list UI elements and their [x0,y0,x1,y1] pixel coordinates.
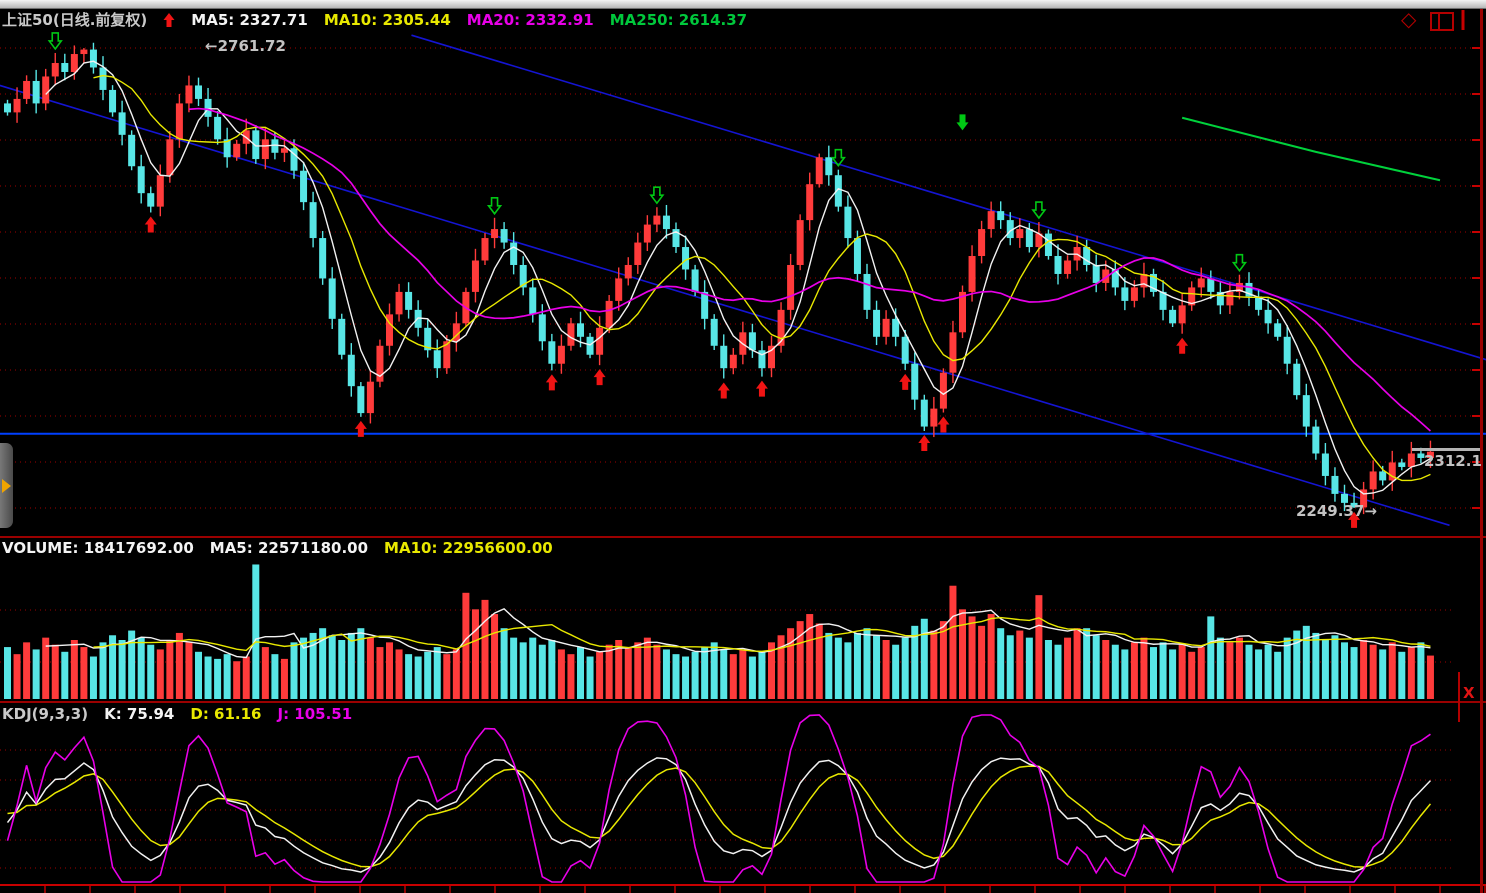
diamond-tool-icon[interactable]: ◇ [1401,7,1417,31]
kdj-k-legend: K: 75.94 [104,705,175,723]
volume-ma5-legend: MA5: 22571180.00 [209,539,369,557]
kdj-d-legend: D: 61.16 [190,705,262,723]
window-top-strip [0,0,1486,9]
peak-price-label: ←2761.72 [205,37,286,55]
split-window-divider [1438,14,1440,29]
kdj-name-label: KDJ(9,3,3) [2,705,89,723]
volume-pane[interactable] [0,538,1486,701]
sidebar-expand-handle[interactable] [0,443,13,528]
chart-title: 上证50(日线.前复权) [2,11,148,29]
kdj-legend: KDJ(9,3,3) K: 75.94 D: 61.16 J: 105.51 [2,705,352,723]
close-indicator-button[interactable]: X [1463,684,1475,702]
ma250-legend: MA250: 2614.37 [609,10,748,29]
trough-price-label: 2249.37→ [1296,502,1377,520]
main-legend: 上证50(日线.前复权) MA5: 2327.71 MA10: 2305.44 … [2,9,747,30]
volume-ma10-legend: MA10: 22956600.00 [384,539,553,557]
kdj-pane[interactable] [0,703,1486,884]
volume-value-label: VOLUME: 18417692.00 [2,539,194,557]
ma10-legend: MA10: 2305.44 [323,10,451,29]
main-chart-pane[interactable] [0,8,1486,536]
kdj-j-legend: J: 105.51 [277,705,353,723]
ma20-legend: MA20: 2332.91 [466,10,594,29]
expand-arrow-icon [2,479,11,493]
ma5-legend: MA5: 2327.71 [191,10,308,29]
volume-legend: VOLUME: 18417692.00 MA5: 22571180.00 MA1… [2,539,553,557]
split-window-icon[interactable] [1430,12,1454,31]
last-price-label: 2312.1 [1424,452,1482,470]
up-arrow-icon [163,12,175,28]
